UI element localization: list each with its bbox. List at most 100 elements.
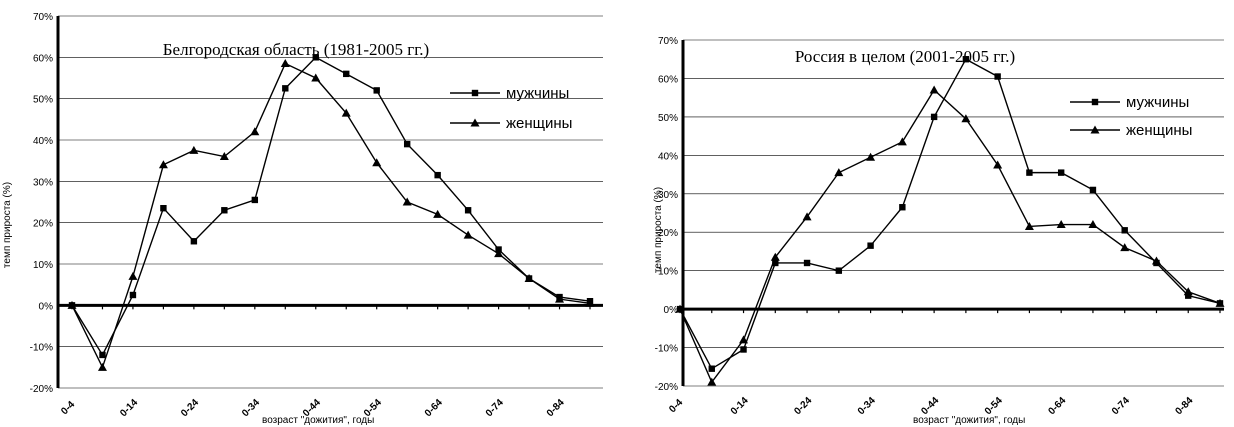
x-tick-label: 0-74	[1110, 395, 1132, 417]
y-tick-label: 20%	[33, 219, 53, 230]
data-point-triangle	[402, 197, 412, 206]
data-point-triangle	[341, 108, 351, 117]
x-axis-label: возраст "дожития", годы	[913, 415, 1025, 426]
data-point-triangle	[433, 209, 443, 218]
data-point-triangle	[739, 335, 749, 344]
y-tick-label: 30%	[658, 190, 678, 201]
data-point-square	[343, 70, 350, 78]
legend-label: мужчины	[506, 85, 569, 102]
legend-marker-square	[1091, 98, 1099, 106]
legend-marker-square	[471, 89, 479, 97]
data-point-square	[1089, 186, 1097, 194]
data-point-triangle	[834, 168, 844, 177]
data-point-triangle	[463, 230, 473, 239]
chart-title: Белгородская область (1981-2005 гг.)	[163, 40, 429, 59]
data-point-triangle	[929, 85, 939, 94]
y-tick-label: -10%	[655, 344, 678, 355]
x-tick-label: 0-64	[1046, 395, 1068, 417]
chart-title: Россия в целом (2001-2005 гг.)	[795, 47, 1015, 66]
data-point-square	[312, 54, 319, 61]
data-point-triangle	[97, 362, 107, 371]
y-tick-label: 70%	[33, 12, 53, 23]
y-tick-label: 70%	[658, 36, 678, 47]
data-point-triangle	[311, 73, 321, 82]
data-point-square	[930, 113, 938, 121]
y-tick-label: 60%	[658, 74, 678, 85]
x-tick-label: 0-14	[118, 397, 140, 419]
data-point-triangle	[189, 145, 199, 154]
data-point-square	[740, 346, 747, 353]
data-point-square	[1026, 169, 1033, 176]
data-point-triangle	[524, 273, 534, 282]
y-axis-label: темп прироста (%)	[653, 187, 664, 273]
data-point-square	[994, 73, 1001, 80]
y-tick-label: 10%	[33, 260, 53, 271]
x-tick-label: 0-64	[423, 397, 445, 419]
x-tick-label: 0-24	[792, 395, 814, 417]
data-point-square	[835, 267, 843, 274]
data-point-square	[867, 242, 874, 249]
data-point-square	[129, 291, 137, 299]
data-point-triangle	[128, 271, 138, 280]
data-point-square	[803, 259, 811, 267]
x-tick-label: 0-4	[667, 397, 685, 415]
legend-marker-triangle	[470, 118, 480, 127]
data-point-triangle	[372, 158, 382, 167]
series-line-triangle	[679, 88, 1221, 384]
data-point-triangle	[1151, 256, 1161, 265]
data-point-square	[434, 171, 441, 179]
data-point-square	[1185, 292, 1192, 299]
chart-2: -20% -10% 0% 10% 20% 30% 40% 50% 60% 70% 0-4 0-14 0-…	[653, 36, 1225, 426]
x-tick-label: 0-44	[919, 395, 941, 417]
data-point-triangle	[1024, 221, 1034, 230]
data-point-square	[899, 204, 906, 211]
y-tick-label: 0%	[664, 305, 679, 316]
y-tick-label: 40%	[658, 151, 678, 162]
data-point-triangle	[1215, 298, 1225, 307]
x-tick-label: 0-84	[1174, 395, 1196, 417]
y-tick-label: 40%	[33, 136, 53, 147]
data-point-square	[1057, 169, 1065, 176]
data-point-square	[962, 56, 970, 63]
y-tick-label: -20%	[655, 382, 678, 393]
data-point-square	[190, 238, 198, 245]
data-point-triangle	[219, 152, 229, 161]
data-point-triangle	[866, 152, 876, 161]
data-point-square	[464, 207, 472, 214]
data-point-triangle	[961, 114, 971, 123]
x-tick-label: 0-84	[545, 397, 567, 419]
x-tick-label: 0-4	[59, 399, 77, 417]
data-point-triangle	[1056, 220, 1066, 229]
data-point-square	[403, 140, 411, 148]
data-point-triangle	[555, 294, 565, 303]
y-tick-label: -20%	[30, 384, 53, 395]
data-point-square	[772, 259, 779, 267]
data-point-square	[99, 351, 106, 359]
legend-marker-triangle	[1090, 125, 1100, 134]
data-point-triangle	[585, 298, 595, 307]
chart-1: -20% -10% 0% 10% 20% 30% 40% 50% 60% 70% 0-4 0-14 0-…	[2, 12, 603, 426]
data-point-triangle	[675, 304, 685, 313]
series-line-square	[71, 56, 591, 357]
x-tick-label: 0-34	[856, 395, 878, 417]
legend-label: женщины	[1126, 122, 1192, 139]
data-point-square	[160, 205, 167, 212]
data-point-square	[251, 196, 259, 204]
x-tick-label: 0-54	[983, 395, 1005, 417]
legend-label: мужчины	[1126, 94, 1189, 111]
x-tick-label: 0-14	[729, 395, 751, 417]
y-tick-label: 0%	[39, 301, 54, 312]
x-axis-label: возраст "дожития", годы	[262, 415, 374, 426]
x-tick-label: 0-24	[179, 397, 201, 419]
data-point-square	[1121, 227, 1128, 234]
y-tick-label: 10%	[658, 267, 678, 278]
data-point-square	[221, 207, 228, 214]
data-point-triangle	[280, 59, 290, 68]
data-point-triangle	[707, 377, 717, 386]
data-point-triangle	[1183, 287, 1193, 296]
data-point-triangle	[250, 127, 260, 136]
data-point-triangle	[802, 212, 812, 221]
y-axis-label: темп прироста (%)	[2, 182, 13, 268]
data-point-triangle	[1088, 220, 1098, 229]
